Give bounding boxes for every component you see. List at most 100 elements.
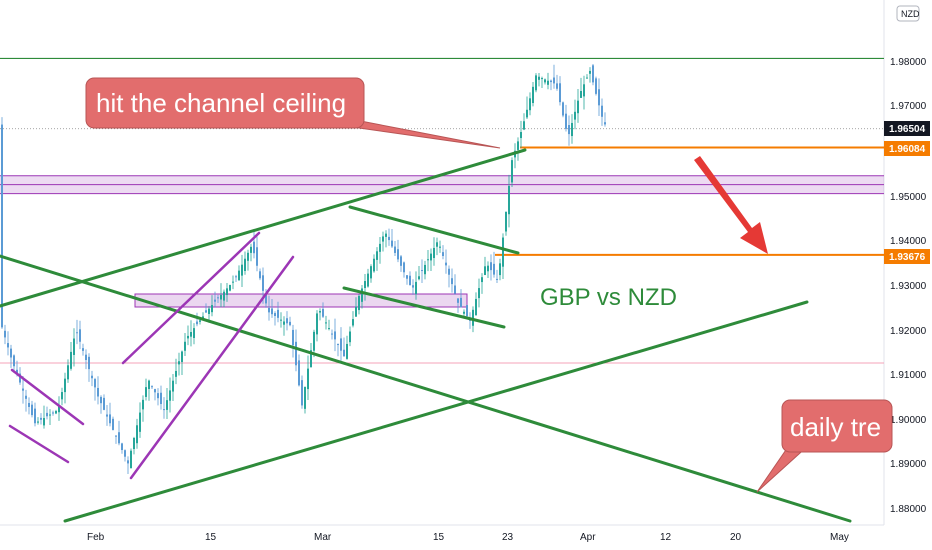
candle-body [484,266,486,275]
candle-body [223,291,225,301]
candle-body [574,111,576,120]
candle-body [34,408,36,424]
candle-body [568,125,570,135]
candle-body [88,356,90,370]
candle-body [286,318,288,324]
candle-body [487,265,489,272]
candle-body [313,331,315,351]
candle-body [424,264,426,275]
candle-body [118,432,120,444]
candle-body [601,105,603,117]
candle-body [505,211,507,232]
candle-body [412,285,414,288]
candle-body [319,311,321,313]
candle-body [355,306,357,317]
candle-body [85,354,87,361]
candle-body [439,246,441,248]
candle-body [343,349,345,357]
rising-support-line [63,300,809,523]
callout-channel-ceiling[interactable]: hit the channel ceiling [85,77,501,149]
flag-bottom-line [342,286,506,329]
candle-body [67,365,69,380]
candle-body [559,83,561,103]
y-tick: 1.92000 [890,326,927,337]
candle-body [445,262,447,266]
y-tick: 1.90000 [890,415,927,426]
candle-body [166,400,168,410]
candle-body [181,351,183,363]
candle-body [427,259,429,261]
current-price-badge: 1.96504 [884,121,930,136]
candle-body [331,333,333,335]
candle-body [259,271,261,279]
candle-body [145,387,147,397]
candle-body [358,295,360,311]
svg-text:NZD: NZD [901,9,920,19]
candle-body [349,331,351,343]
candle-body [376,251,378,260]
candle-body [70,351,72,369]
x-tick: 15 [205,532,217,543]
candle-body [208,308,210,314]
candle-body [157,393,159,399]
candle-body [421,270,423,272]
candle-body [28,402,30,407]
candle-body [262,275,264,291]
candle-body [526,109,528,118]
candle-body [499,263,501,276]
candle-body [370,266,372,279]
candle-body [553,77,555,84]
candle-body [562,102,564,116]
candle-body [298,360,300,386]
candle-body [547,80,549,85]
candle-body [451,278,453,285]
candle-body [292,329,294,346]
candle-body [469,319,471,321]
candle-body [142,399,144,410]
candle-body [121,443,123,451]
candle-body [340,338,342,351]
candle-body [196,321,198,325]
candle-body [409,275,411,286]
candle-body [295,341,297,366]
candle-body [577,100,579,114]
purple-channel-line [121,231,261,365]
candle-body [490,262,492,271]
candle-body [307,368,309,390]
currency-badge[interactable]: NZD [896,5,920,22]
callout-daily-trend[interactable]: daily tre [756,399,893,493]
candle-body [538,76,540,80]
candle-body [550,80,552,83]
candle-body [604,122,606,125]
candle-body [361,288,363,302]
y-tick: 1.93000 [890,281,927,292]
svg-text:hit the channel ceiling: hit the channel ceiling [96,88,346,118]
candle-body [280,319,282,321]
candle-body [274,313,276,317]
y-tick: 1.97000 [890,101,927,112]
candle-body [241,264,243,276]
candle-body [256,247,258,266]
candle-body [586,77,588,79]
candle-body [400,256,402,266]
pair-annotation: GBP vs NZD [540,284,677,311]
price-axis[interactable]: 1.98000 1.97000 1.95000 1.94000 1.93000 … [890,57,927,515]
candle-body [184,341,186,351]
candle-body [457,298,459,303]
candle-body [82,348,84,351]
y-tick: 1.98000 [890,57,927,68]
candle-body [226,288,228,296]
candle-body [283,321,285,325]
candle-body [346,343,348,359]
candle-body [79,329,81,342]
candle-body [130,450,132,469]
candle-body [172,380,174,392]
time-axis[interactable]: Feb 15 Mar 15 23 Apr 12 20 May [87,532,849,543]
candle-body [595,78,597,94]
candle-body [592,65,594,83]
candle-body [13,355,15,367]
candle-body [352,319,354,326]
candle-body [136,425,138,444]
candle-body [520,132,522,139]
